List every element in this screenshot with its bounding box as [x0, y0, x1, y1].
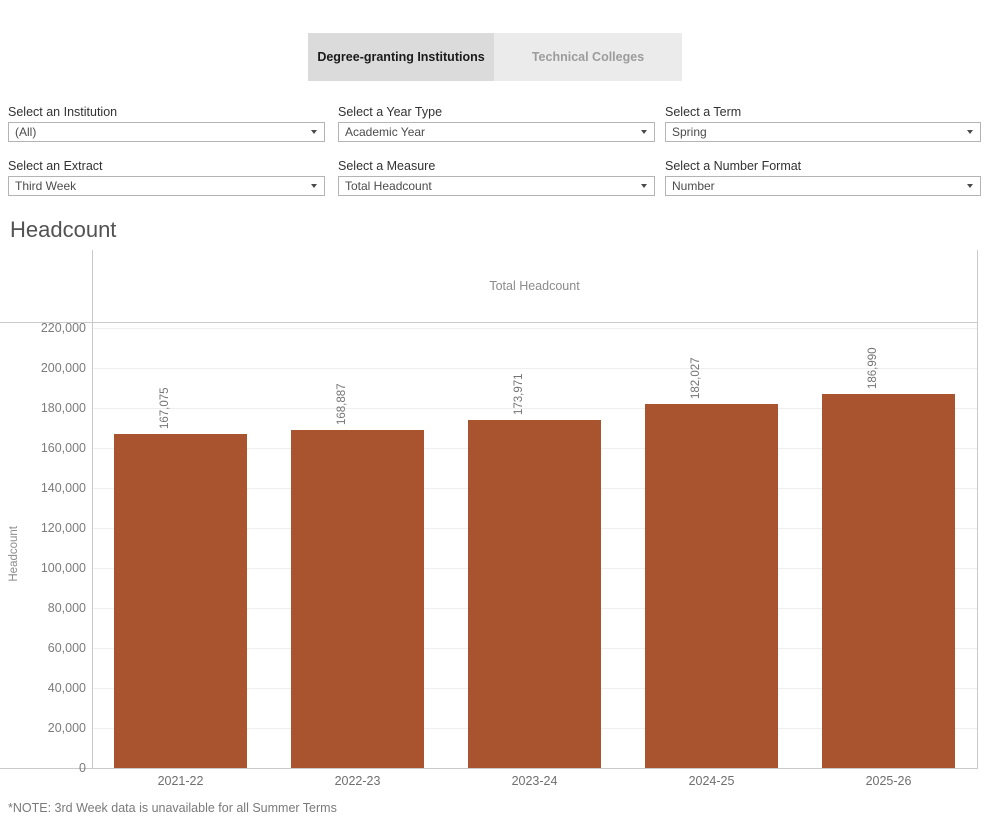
filter-institution-label: Select an Institution [8, 105, 325, 120]
institution-dropdown-value: (All) [15, 125, 36, 139]
y-tick-label: 120,000 [0, 521, 86, 536]
filter-measure: Select a Measure Total Headcount [338, 159, 655, 196]
y-tick-label: 80,000 [0, 601, 86, 616]
chevron-down-icon [641, 184, 647, 188]
filter-year-type-label: Select a Year Type [338, 105, 655, 120]
number-format-dropdown-value: Number [672, 179, 715, 193]
institution-dropdown[interactable]: (All) [8, 122, 325, 142]
x-axis-line [0, 768, 978, 769]
y-tick-label: 60,000 [0, 641, 86, 656]
x-axis-label: 2025-26 [800, 774, 977, 789]
y-tick-label: 100,000 [0, 561, 86, 576]
y-tick-label: 160,000 [0, 441, 86, 456]
chevron-down-icon [967, 130, 973, 134]
filter-extract: Select an Extract Third Week [8, 159, 325, 196]
gridline [93, 368, 977, 369]
gridline [93, 328, 977, 329]
tab-technical-colleges[interactable]: Technical Colleges [494, 33, 682, 81]
tab-bar: Degree-granting Institutions Technical C… [308, 33, 682, 81]
bar-value-label: 186,990 [866, 347, 881, 389]
filter-year-type: Select a Year Type Academic Year [338, 105, 655, 142]
chevron-down-icon [311, 184, 317, 188]
chart-title: Headcount [10, 217, 116, 243]
term-dropdown-value: Spring [672, 125, 707, 139]
bar-2024-25[interactable] [645, 404, 778, 768]
y-tick-label: 20,000 [0, 721, 86, 736]
chevron-down-icon [311, 130, 317, 134]
y-tick-label: 220,000 [0, 321, 86, 336]
x-axis-label: 2022-23 [269, 774, 446, 789]
bar-value-label: 167,075 [158, 387, 173, 429]
x-axis-label: 2023-24 [446, 774, 623, 789]
term-dropdown[interactable]: Spring [665, 122, 981, 142]
dashboard: Degree-granting Institutions Technical C… [0, 0, 995, 820]
filter-number-format-label: Select a Number Format [665, 159, 981, 174]
bar-value-label: 168,887 [335, 383, 350, 425]
number-format-dropdown[interactable]: Number [665, 176, 981, 196]
y-tick-label: 140,000 [0, 481, 86, 496]
y-tick-label: 0 [0, 761, 86, 776]
filter-term: Select a Term Spring [665, 105, 981, 142]
extract-dropdown-value: Third Week [15, 179, 76, 193]
header-divider-line [0, 322, 978, 323]
filter-term-label: Select a Term [665, 105, 981, 120]
bar-value-label: 182,027 [689, 357, 704, 399]
y-tick-label: 200,000 [0, 361, 86, 376]
bar-value-label: 173,971 [512, 373, 527, 415]
filter-number-format: Select a Number Format Number [665, 159, 981, 196]
footnote: *NOTE: 3rd Week data is unavailable for … [8, 801, 337, 815]
bar-2025-26[interactable] [822, 394, 955, 768]
bar-2021-22[interactable] [114, 434, 247, 768]
y-tick-label: 180,000 [0, 401, 86, 416]
extract-dropdown[interactable]: Third Week [8, 176, 325, 196]
y-tick-label: 40,000 [0, 681, 86, 696]
measure-dropdown[interactable]: Total Headcount [338, 176, 655, 196]
year-type-dropdown-value: Academic Year [345, 125, 425, 139]
chevron-down-icon [641, 130, 647, 134]
filter-measure-label: Select a Measure [338, 159, 655, 174]
filter-extract-label: Select an Extract [8, 159, 325, 174]
chevron-down-icon [967, 184, 973, 188]
year-type-dropdown[interactable]: Academic Year [338, 122, 655, 142]
x-axis-label: 2021-22 [92, 774, 269, 789]
x-axis-label: 2024-25 [623, 774, 800, 789]
tab-degree-granting-institutions[interactable]: Degree-granting Institutions [308, 33, 494, 81]
column-header-total-headcount: Total Headcount [92, 279, 977, 293]
filter-institution: Select an Institution (All) [8, 105, 325, 142]
measure-dropdown-value: Total Headcount [345, 179, 432, 193]
bar-2022-23[interactable] [291, 430, 424, 768]
chart-right-border [977, 250, 978, 768]
bar-2023-24[interactable] [468, 420, 601, 768]
